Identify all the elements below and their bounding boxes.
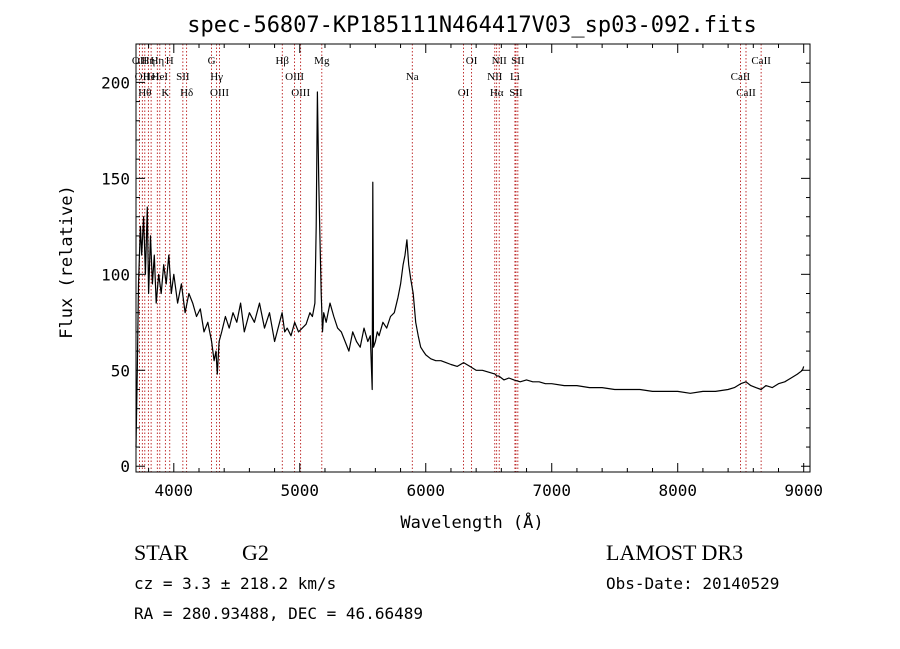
line-label-23: NII <box>492 55 508 67</box>
line-label-27: CaII <box>731 71 751 83</box>
line-label-28: CaII <box>736 87 756 99</box>
line-label-3: Hη <box>141 55 155 67</box>
survey-name: LAMOST DR3 <box>606 540 744 565</box>
chart-title: spec-56807-KP185111N464417V03_sp03-092.f… <box>187 13 757 38</box>
line-label-9: SII <box>176 71 190 83</box>
line-label-22: Hα <box>490 87 504 99</box>
line-label-7: K <box>161 87 169 99</box>
x-axis-label: Wavelength (Å) <box>400 511 543 533</box>
y-tick-label-4: 200 <box>101 73 130 92</box>
observation-date: Obs-Date: 20140529 <box>606 574 780 593</box>
line-label-8: H <box>166 55 174 67</box>
redshift-velocity: cz = 3.3 ± 218.2 km/s <box>134 574 337 593</box>
line-label-14: Hβ <box>275 55 289 67</box>
line-label-16: OIII <box>291 87 310 99</box>
line-markers <box>139 44 762 472</box>
x-axis: 4000 5000 6000 7000 8000 9000 <box>148 44 823 500</box>
line-label-12: Hγ <box>210 71 223 83</box>
line-label-4: HeI <box>143 71 160 83</box>
coordinates: RA = 280.93488, DEC = 46.66489 <box>134 604 423 623</box>
line-label-1: OII <box>135 71 151 83</box>
line-label-15: OIII <box>285 71 304 83</box>
y-tick-label-3: 150 <box>101 169 130 188</box>
line-label-29: CaII <box>751 55 771 67</box>
x-tick-label-1: 5000 <box>281 481 320 500</box>
line-label-19: OI <box>458 87 470 99</box>
line-label-24: Li <box>510 71 520 83</box>
x-tick-label-4: 8000 <box>658 481 697 500</box>
line-label-6: HeI <box>152 71 169 83</box>
y-tick-label-0: 0 <box>120 457 130 476</box>
y-tick-label-2: 100 <box>101 265 130 284</box>
y-axis-label: Flux (relative) <box>57 185 77 339</box>
line-label-10: Hδ <box>180 87 193 99</box>
line-label-20: OI <box>466 55 478 67</box>
line-label-11: G <box>208 55 216 67</box>
line-label-18: Na <box>406 71 419 83</box>
line-labels: OIIOIIHθHηHeIHηHeIKHSIIHδGHγOIIIHβOIIIOI… <box>132 55 771 99</box>
y-axis: 0 50 100 150 200 <box>101 62 810 476</box>
object-subclass: G2 <box>242 540 269 565</box>
line-label-21: NII <box>487 71 503 83</box>
y-tick-label-1: 50 <box>111 361 130 380</box>
line-label-13: OIII <box>210 87 229 99</box>
x-tick-label-5: 9000 <box>784 481 823 500</box>
line-label-26: SII <box>511 55 525 67</box>
line-label-25: SII <box>509 87 523 99</box>
x-tick-label-2: 6000 <box>406 481 445 500</box>
spectrum-line <box>135 91 805 448</box>
line-label-5: Hη <box>150 55 164 67</box>
line-label-2: Hθ <box>138 87 151 99</box>
plot-frame <box>135 43 811 473</box>
x-tick-label-0: 4000 <box>155 481 194 500</box>
line-label-17: Mg <box>314 55 330 67</box>
x-tick-label-3: 7000 <box>532 481 571 500</box>
object-class: STAR <box>134 540 189 565</box>
